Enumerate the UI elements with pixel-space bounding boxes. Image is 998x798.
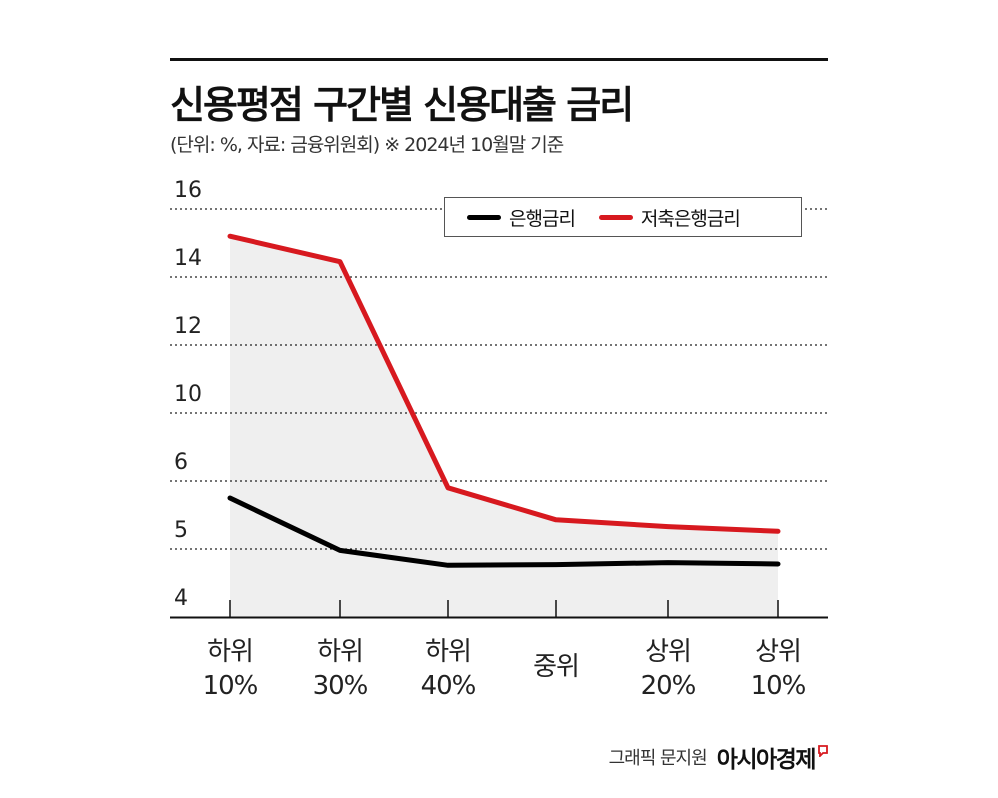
- legend: 은행금리 저축은행금리: [444, 197, 802, 237]
- top-rule: [170, 58, 828, 61]
- brand-mark-icon: [818, 745, 828, 757]
- x-tick-label-5-0: 상위: [755, 637, 801, 667]
- chart-title: 신용평점 구간별 신용대출 금리: [170, 83, 634, 127]
- x-ticks: [229, 600, 779, 617]
- graphic-credit: 그래픽 문지원: [608, 748, 708, 769]
- y-tick-label-10: 10: [174, 382, 202, 407]
- x-tick-label-1-0: 하위: [317, 637, 363, 667]
- x-tick-label-2-0: 하위: [425, 637, 471, 667]
- y-tick-label-12: 12: [174, 314, 202, 339]
- x-tick-label-5-1: 10%: [751, 671, 806, 701]
- legend-label-bank: 은행금리: [509, 207, 576, 230]
- x-tick-label-4-0: 상위: [645, 637, 691, 667]
- x-tick-label-0-1: 10%: [203, 671, 258, 701]
- series-line-bank: [227, 495, 781, 568]
- series-line-savings-bank: [227, 233, 781, 534]
- footer: 그래픽 문지원 아시아경제: [609, 740, 828, 774]
- y-tick-label-4: 4: [174, 586, 188, 611]
- x-tick-labels: 하위 10% 하위 30% 하위 40% 중위 상위 20% 상위 10%: [203, 637, 807, 701]
- x-tick-label-1-1: 30%: [313, 671, 368, 701]
- legend-swatch-savings-bank: [598, 214, 633, 220]
- legend-label-savings-bank: 저축은행금리: [640, 207, 741, 230]
- legend-swatch-bank: [467, 214, 501, 220]
- area-fill: [230, 236, 778, 617]
- x-tick-label-4-1: 20%: [641, 671, 696, 701]
- chart-subtitle: (단위: %, 자료: 금융위원회) ※ 2024년 10월말 기준: [170, 134, 564, 156]
- x-tick-label-3-0: 중위: [533, 652, 579, 682]
- y-tick-labels: 4 5 6 10 12 14 16: [174, 178, 202, 611]
- y-tick-label-5: 5: [174, 518, 188, 543]
- legend-item-bank: 은행금리: [467, 204, 576, 231]
- y-tick-label-6: 6: [174, 450, 188, 475]
- x-tick-label-0-0: 하위: [207, 637, 253, 667]
- x-tick-label-2-1: 40%: [421, 671, 476, 701]
- y-tick-label-16: 16: [174, 178, 202, 203]
- series-lines: [227, 233, 781, 568]
- y-tick-label-14: 14: [174, 246, 202, 271]
- legend-item-savings-bank: 저축은행금리: [598, 204, 741, 231]
- brand-logo: 아시아경제: [716, 747, 817, 773]
